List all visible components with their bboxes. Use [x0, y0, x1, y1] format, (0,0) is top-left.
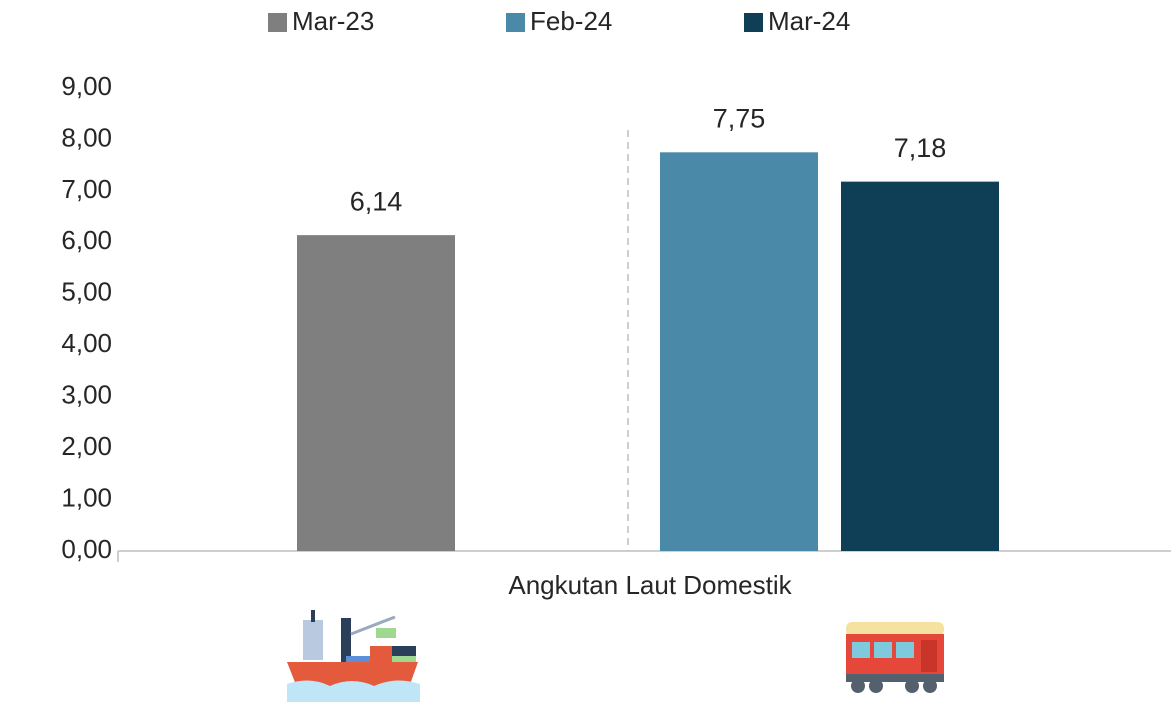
train-icon: [846, 622, 944, 693]
legend-label: Mar-24: [768, 6, 850, 36]
value-label: 7,18: [894, 133, 947, 163]
y-tick-label: 0,00: [61, 534, 112, 564]
y-tick-label: 4,00: [61, 328, 112, 358]
y-tick-label: 2,00: [61, 431, 112, 461]
y-tick-label: 6,00: [61, 225, 112, 255]
legend-swatch: [744, 13, 763, 32]
legend-swatch: [506, 13, 525, 32]
value-label: 6,14: [350, 186, 403, 216]
bar: [660, 152, 818, 552]
legend-label: Mar-23: [292, 6, 374, 36]
y-tick-label: 8,00: [61, 122, 112, 152]
y-tick-label: 1,00: [61, 482, 112, 512]
legend-label: Feb-24: [530, 6, 612, 36]
x-tick-label: Angkutan Laut Domestik: [508, 570, 792, 600]
value-label: 7,75: [713, 103, 766, 133]
ship-icon: [287, 610, 420, 702]
legend-swatch: [268, 13, 287, 32]
y-tick-label: 7,00: [61, 174, 112, 204]
bar: [297, 235, 455, 551]
y-tick-label: 9,00: [61, 71, 112, 101]
y-tick-label: 3,00: [61, 380, 112, 410]
bar: [841, 181, 999, 551]
y-tick-label: 5,00: [61, 277, 112, 307]
